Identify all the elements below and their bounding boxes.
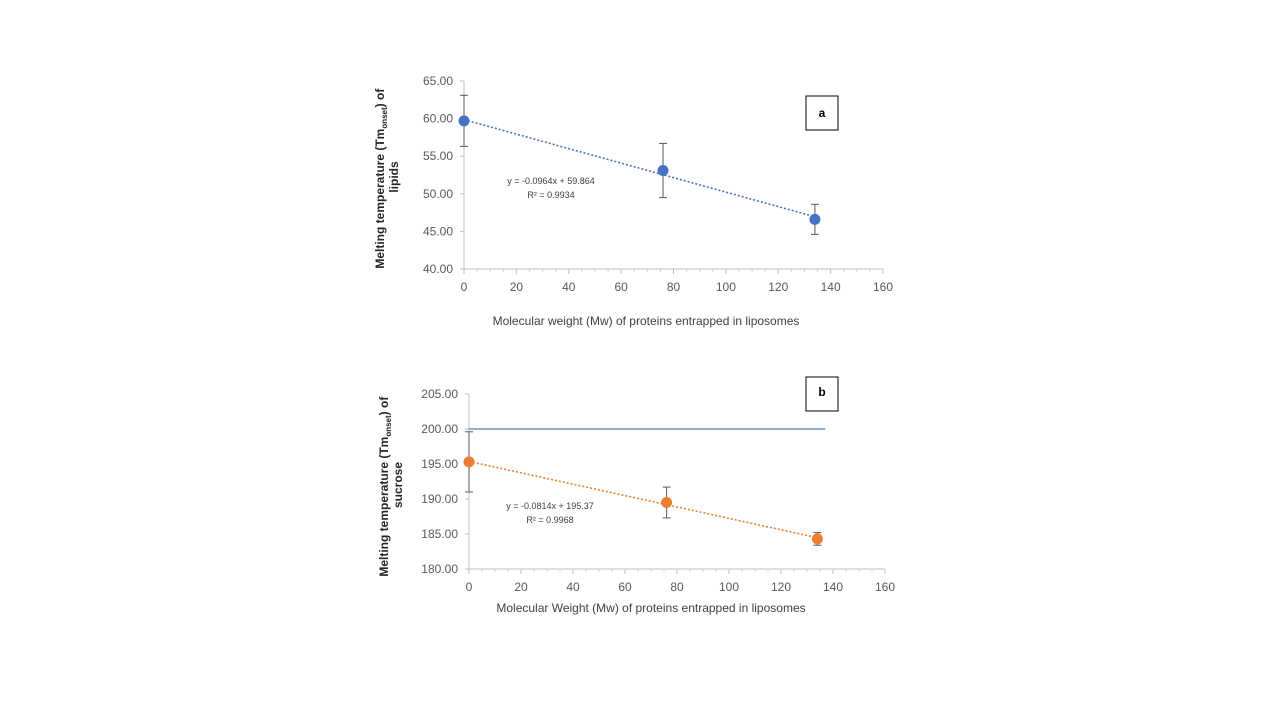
- x-tick-label-a: 60: [614, 280, 628, 294]
- x-tick-label-b: 160: [875, 580, 895, 594]
- y-axis-title-b-line2: sucrose: [391, 462, 405, 508]
- y-tick-label-a: 60.00: [423, 112, 453, 126]
- y-axis-title-a-part1: Melting temperature (Tm: [373, 129, 387, 269]
- y-tick-label-a: 40.00: [423, 262, 453, 276]
- y-tick-label-b: 180.00: [421, 562, 458, 576]
- x-tick-label-a: 20: [510, 280, 524, 294]
- y-axis-title-a-subscript: onset: [380, 107, 389, 129]
- x-tick-label-a: 40: [562, 280, 576, 294]
- y-axis-title-a-line2: lipids: [387, 161, 401, 193]
- x-tick-label-a: 100: [716, 280, 736, 294]
- data-point-a: [809, 213, 821, 225]
- y-tick-label-b: 185.00: [421, 527, 458, 541]
- y-tick-label-b: 200.00: [421, 422, 458, 436]
- panel-label-a: a: [819, 106, 826, 120]
- panel-label-box-b: [805, 376, 839, 412]
- y-tick-label-b: 190.00: [421, 492, 458, 506]
- y-tick-label-b: 195.00: [421, 457, 458, 471]
- y-axis-title-b: Melting temperature (Tmonset) of sucrose: [377, 393, 405, 576]
- marks-a: [458, 94, 821, 235]
- x-tick-label-a: 140: [821, 280, 841, 294]
- axes-b: 180.00 185.00 190.00 195.00 200.00 205.00 0 20 4…: [421, 387, 895, 594]
- data-point-b: [661, 497, 673, 508]
- equation-b: y = -0.0814x + 195.37: [506, 501, 594, 511]
- x-tick-label-b: 140: [823, 580, 843, 594]
- marks-b: [463, 428, 826, 546]
- y-tick-label-a: 55.00: [423, 149, 453, 163]
- y-tick-label-a: 65.00: [423, 74, 453, 88]
- x-tick-label-b: 0: [466, 580, 473, 594]
- x-tick-label-a: 0: [461, 280, 468, 294]
- y-axis-title-b-subscript: onset: [384, 415, 393, 437]
- y-axis-title-a: Melting temperature (Tmonset) of lipids: [373, 85, 401, 268]
- x-tick-label-b: 100: [719, 580, 739, 594]
- y-tick-label-a: 45.00: [423, 224, 453, 238]
- data-point-a: [458, 115, 470, 127]
- x-tick-label-a: 160: [873, 280, 893, 294]
- data-point-a: [657, 164, 669, 176]
- panel-label-box-a: [805, 95, 839, 131]
- chart-panel-a: 40.00 45.00 50.00 55.00 60.00 65.00 0 20 40 60 80 1…: [373, 74, 893, 328]
- data-point-b: [463, 456, 475, 468]
- chart-panel-b: 180.00 185.00 190.00 195.00 200.00 205.00 0 20 4…: [377, 376, 895, 615]
- r2-a: R² = 0.9934: [527, 190, 574, 200]
- y-axis-title-b-part2: ) of: [377, 396, 391, 416]
- r2-b: R² = 0.9968: [526, 515, 573, 525]
- y-axis-title-a-part2: ) of: [373, 88, 387, 108]
- trendline-a: [463, 118, 816, 218]
- x-tick-label-b: 80: [670, 580, 684, 594]
- trendline-b: [468, 460, 818, 539]
- equation-a: y = -0.0964x + 59.864: [507, 176, 595, 186]
- x-tick-label-b: 40: [566, 580, 580, 594]
- data-point-b: [811, 533, 823, 545]
- x-tick-label-a: 80: [667, 280, 681, 294]
- panel-label-b: b: [818, 385, 825, 399]
- x-tick-label-b: 120: [771, 580, 791, 594]
- y-axis-title-b-part1: Melting temperature (Tm: [377, 437, 391, 577]
- x-axis-title-b: Molecular Weight (Mw) of proteins entrap…: [496, 601, 805, 615]
- y-tick-label-b: 205.00: [421, 387, 458, 401]
- x-tick-label-a: 120: [768, 280, 788, 294]
- x-axis-title-a: Molecular weight (Mw) of proteins entrap…: [493, 314, 800, 328]
- y-tick-label-a: 50.00: [423, 187, 453, 201]
- axes-a: 40.00 45.00 50.00 55.00 60.00 65.00 0 20 40 60 80 1…: [423, 74, 893, 294]
- x-tick-label-b: 60: [618, 580, 632, 594]
- x-tick-label-b: 20: [514, 580, 528, 594]
